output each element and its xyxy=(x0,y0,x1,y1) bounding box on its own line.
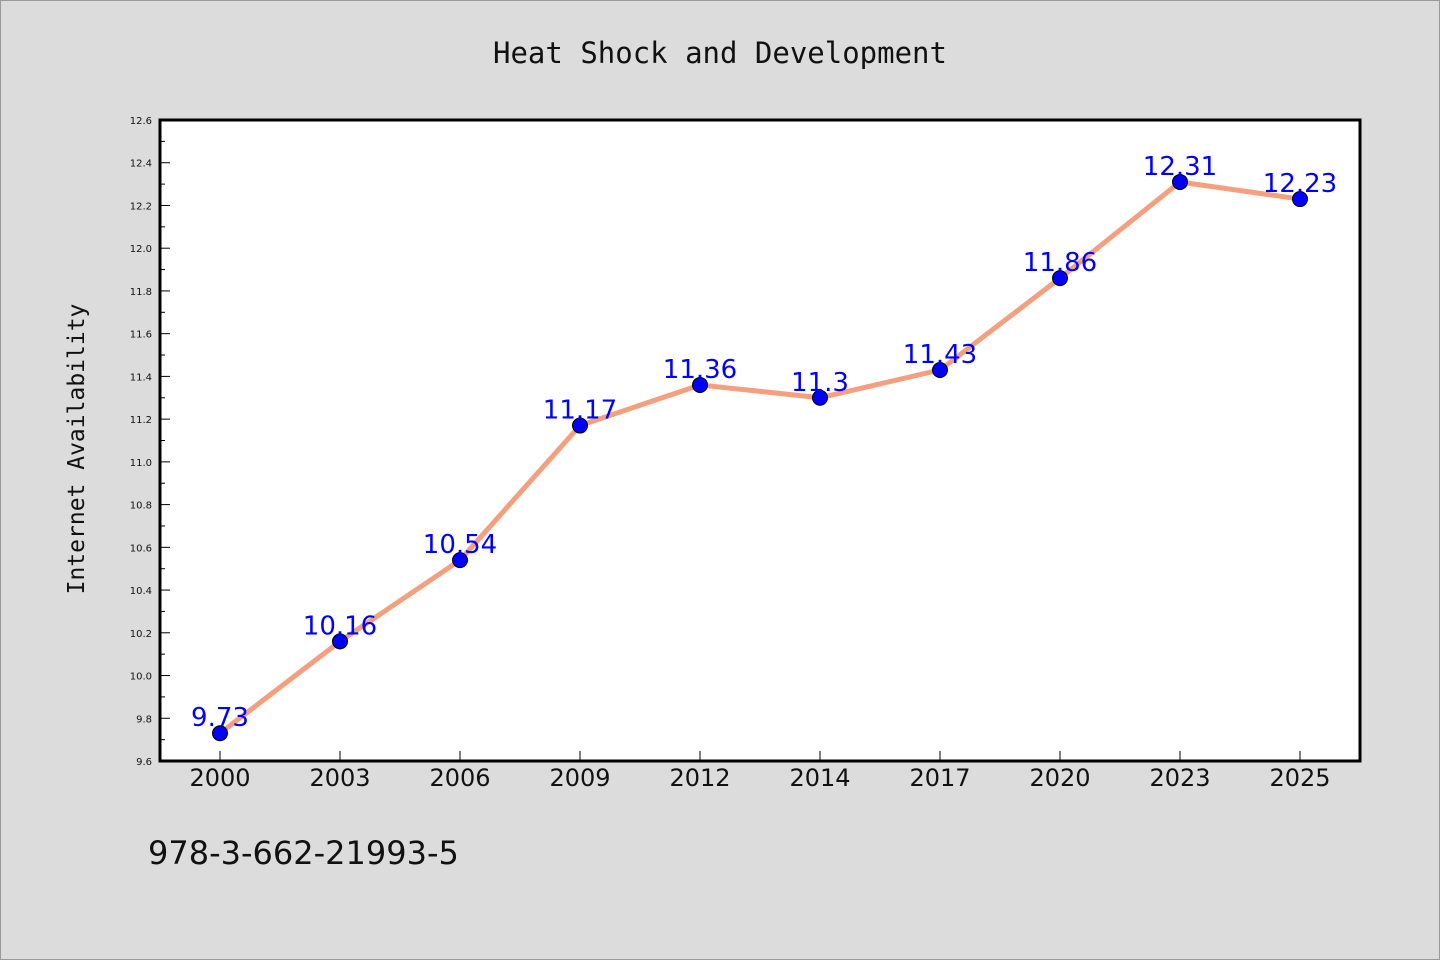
x-tick-label: 2000 xyxy=(189,764,250,792)
y-tick-label: 11.6 xyxy=(130,330,152,341)
data-point xyxy=(1172,173,1188,190)
y-tick-label: 12.0 xyxy=(130,244,152,255)
y-tick-label: 10.0 xyxy=(130,672,152,683)
isbn-text: 978-3-662-21993-5 xyxy=(148,834,459,872)
data-point xyxy=(212,725,228,742)
data-label: 11.43 xyxy=(903,340,977,370)
y-tick-label: 9.8 xyxy=(136,714,152,725)
data-point xyxy=(1292,191,1308,208)
x-tick-label: 2017 xyxy=(909,764,970,792)
x-axis-ticks: 2000 2003 2006 2009 2012 2014 2017 2020 2023 2025 xyxy=(189,751,1331,792)
data-label: 12.31 xyxy=(1143,152,1217,182)
x-tick-label: 2020 xyxy=(1029,764,1090,792)
data-point xyxy=(452,552,468,569)
data-point xyxy=(812,389,828,406)
y-tick-label: 10.4 xyxy=(130,586,152,597)
data-label: 11.36 xyxy=(663,355,737,385)
x-tick-label: 2014 xyxy=(789,764,850,792)
y-axis-ticks: 9.6 9.8 10.0 10.2 10.4 10.6 10.8 11.0 11.2 11.4 11… xyxy=(130,116,170,768)
x-tick-label: 2012 xyxy=(669,764,730,792)
y-tick-label: 11.8 xyxy=(130,287,152,298)
plot-area xyxy=(158,118,1362,763)
series-line xyxy=(217,179,1303,736)
x-tick-label: 2006 xyxy=(429,764,490,792)
data-label: 10.16 xyxy=(303,611,377,641)
series-group: 9.73 10.16 10.54 11.17 11.36 11.3 11.43 11.86 12… xyxy=(191,152,1337,742)
x-tick-label: 2009 xyxy=(549,764,610,792)
y-tick-label: 10.6 xyxy=(130,543,152,554)
y-axis-label: Internet Availability xyxy=(64,304,90,595)
y-tick-label: 11.2 xyxy=(130,415,152,426)
y-tick-label: 12.4 xyxy=(130,159,152,170)
data-label: 11.17 xyxy=(543,396,617,426)
data-label: 12.23 xyxy=(1263,169,1337,199)
y-tick-label: 11.0 xyxy=(130,458,152,469)
data-point xyxy=(692,376,708,393)
y-tick-label: 11.4 xyxy=(130,372,152,383)
y-tick-label: 10.8 xyxy=(130,501,152,512)
data-point xyxy=(932,361,948,378)
y-tick-label: 12.6 xyxy=(130,116,152,127)
y-tick-label: 10.2 xyxy=(130,629,152,640)
data-point xyxy=(572,417,588,434)
x-tick-label: 2025 xyxy=(1269,764,1330,792)
x-tick-label: 2003 xyxy=(309,764,370,792)
y-tick-label: 12.2 xyxy=(130,201,152,212)
chart-title: Heat Shock and Development xyxy=(493,36,947,70)
data-point xyxy=(332,633,348,650)
data-label: 11.86 xyxy=(1023,248,1097,278)
data-label: 11.3 xyxy=(791,368,849,398)
data-point xyxy=(1052,270,1068,287)
y-tick-label: 9.6 xyxy=(136,757,152,768)
data-label: 9.73 xyxy=(191,703,249,733)
data-label: 10.54 xyxy=(423,530,497,560)
x-tick-label: 2023 xyxy=(1149,764,1210,792)
